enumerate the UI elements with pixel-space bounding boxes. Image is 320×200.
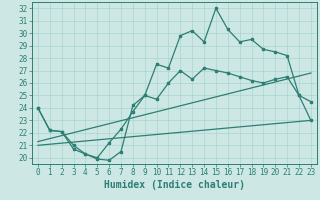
X-axis label: Humidex (Indice chaleur): Humidex (Indice chaleur): [104, 180, 245, 190]
